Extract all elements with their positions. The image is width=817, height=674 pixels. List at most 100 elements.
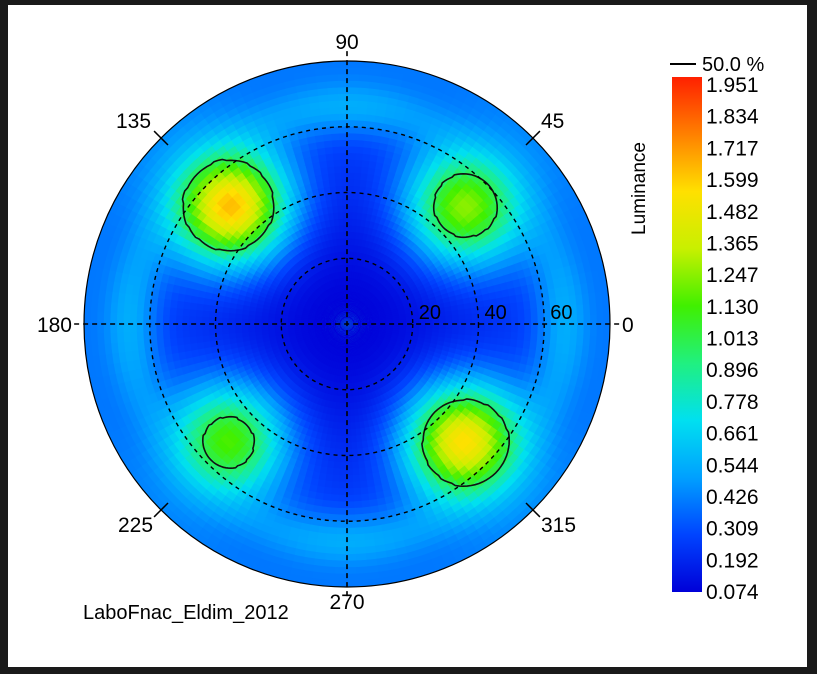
heat-cell — [281, 287, 291, 294]
heat-cell — [279, 348, 288, 356]
heat-cell — [306, 362, 314, 371]
heat-cell — [339, 304, 344, 312]
heat-cell — [329, 312, 336, 318]
heat-cell — [349, 350, 352, 358]
heat-cell — [385, 332, 393, 337]
heat-cell — [316, 369, 323, 378]
heat-cell — [316, 390, 323, 400]
heat-cell — [372, 352, 379, 361]
heat-cell — [373, 279, 380, 288]
heat-cell — [373, 300, 382, 307]
heat-cell — [363, 309, 371, 315]
heat-cell — [374, 359, 382, 367]
heat-cell — [343, 296, 346, 305]
heat-cell — [329, 346, 335, 355]
heat-cell — [362, 307, 370, 313]
heat-cell — [313, 329, 322, 333]
heat-cell — [336, 335, 341, 343]
heat-cell — [335, 341, 340, 350]
heat-cell — [391, 350, 400, 357]
heat-cell — [351, 313, 358, 320]
heat-cell — [374, 350, 382, 358]
heat-cell — [378, 311, 387, 316]
heat-cell — [300, 319, 308, 323]
heat-cell — [337, 270, 342, 279]
heat-cell — [359, 353, 365, 362]
heat-cell — [308, 333, 317, 339]
heat-cell — [279, 292, 288, 300]
heat-cell — [318, 338, 326, 344]
heat-cell — [326, 280, 333, 289]
heat-cell — [364, 332, 372, 337]
heat-cell — [327, 295, 333, 303]
heat-cell — [327, 315, 336, 320]
heat-cell — [358, 302, 365, 309]
heat-cell — [352, 326, 361, 331]
heat-cell — [309, 387, 317, 397]
heat-cell — [359, 316, 367, 321]
heat-cell — [350, 304, 355, 312]
heat-cell — [347, 324, 352, 331]
heat-cell — [369, 355, 376, 363]
heat-cell — [355, 284, 360, 293]
heat-cell — [339, 343, 343, 351]
heat-cell — [316, 278, 323, 287]
heat-cell — [328, 287, 334, 295]
heat-cell — [318, 347, 325, 354]
heat-cell — [333, 341, 338, 349]
heat-cell — [307, 313, 316, 318]
heat-cell — [329, 258, 335, 267]
heat-cell — [332, 292, 338, 301]
heat-cell — [352, 327, 359, 333]
heat-cell — [331, 354, 336, 363]
heat-cell — [352, 314, 359, 321]
heat-cell — [315, 352, 322, 361]
heat-cell — [327, 316, 335, 321]
heat-cell — [371, 361, 378, 370]
heat-cell — [317, 295, 324, 302]
heat-cell — [371, 344, 379, 352]
heat-cell — [349, 336, 353, 345]
heat-cell — [302, 337, 311, 343]
heat-cell — [338, 349, 342, 358]
heat-cell — [347, 324, 351, 331]
heat-cell — [363, 308, 371, 314]
heat-cell — [336, 305, 341, 313]
heat-cell — [331, 285, 336, 294]
heat-cell — [366, 385, 373, 395]
heat-cell — [339, 396, 345, 404]
heat-cell — [351, 362, 356, 371]
heat-cell — [350, 312, 356, 319]
heat-cell — [382, 338, 391, 345]
heat-cell — [360, 287, 366, 295]
heat-cell — [352, 342, 357, 351]
heat-cell — [336, 342, 341, 350]
heat-cell — [392, 314, 401, 319]
heat-cell — [412, 289, 421, 297]
heat-cell — [342, 310, 346, 318]
heat-cell — [313, 289, 321, 297]
heat-cell — [379, 316, 388, 320]
heat-cell — [337, 297, 342, 306]
heat-cell — [319, 303, 327, 310]
heat-cell — [364, 331, 373, 336]
heat-cell — [350, 329, 355, 337]
heat-cell — [340, 297, 344, 305]
heat-cell — [326, 336, 333, 343]
heat-cell — [290, 285, 299, 293]
heat-cell — [335, 315, 342, 321]
heat-cell — [353, 325, 361, 328]
heat-cell — [353, 291, 358, 299]
heat-cell — [363, 358, 369, 367]
heat-cell — [301, 311, 309, 316]
heat-cell — [320, 327, 328, 331]
heat-cell — [390, 335, 399, 341]
heat-cell — [354, 334, 361, 341]
heat-cell — [371, 263, 379, 272]
heat-cell — [338, 290, 342, 299]
heat-cell — [325, 297, 332, 304]
heat-cell — [373, 289, 381, 297]
heat-cell — [313, 342, 322, 349]
heat-cell — [364, 333, 372, 338]
